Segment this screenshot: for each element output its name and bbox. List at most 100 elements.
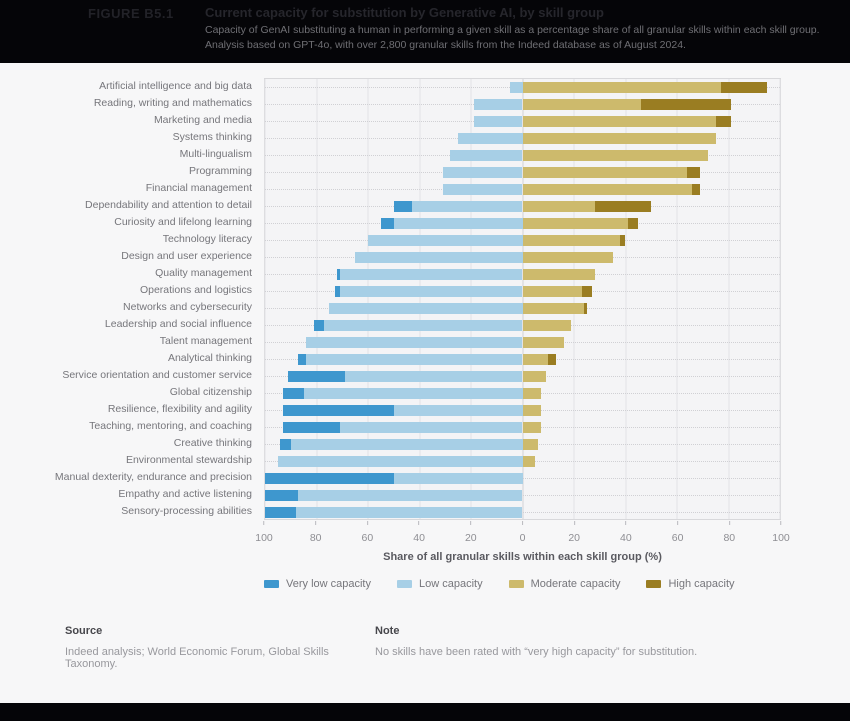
axis-tick: 100 <box>772 521 790 546</box>
category-label: Operations and logistics <box>139 284 252 296</box>
axis-tick-label: 100 <box>772 532 790 544</box>
bar-segment-high-capacity <box>548 354 556 365</box>
gridline <box>728 79 729 519</box>
bar-row <box>265 385 780 402</box>
axis-tick: 0 <box>520 521 525 546</box>
category-label: Financial management <box>145 182 252 194</box>
category-label: Systems thinking <box>172 131 252 143</box>
x-axis-ticks: 100 80 60 40 20 0 20 40 60 80 100 <box>255 521 790 547</box>
category-label: Global citizenship <box>169 386 252 398</box>
chart-legend: Very low capacity Low capacity Moderate ca… <box>264 578 735 590</box>
category-label: Quality management <box>155 267 252 279</box>
category-label: Analytical thinking <box>167 352 252 364</box>
bar-segment-low-capacity <box>306 354 523 365</box>
plot-area <box>264 78 781 520</box>
axis-tick-mark <box>573 521 575 525</box>
bar-row <box>265 283 780 300</box>
bar-segment-moderate-capacity <box>522 456 536 467</box>
bar-segment-low-capacity <box>339 286 523 297</box>
bar-segment-very-low-capacity <box>280 439 291 450</box>
gridline <box>264 79 266 519</box>
bar-row <box>265 351 780 368</box>
bar-row <box>265 487 780 504</box>
bar-segment-moderate-capacity <box>522 320 572 331</box>
legend-label: Very low capacity <box>286 578 371 590</box>
bar-row <box>265 300 780 317</box>
category-label: Technology literacy <box>162 233 252 245</box>
bar-segment-moderate-capacity <box>522 252 613 263</box>
category-label: Marketing and media <box>153 114 252 126</box>
dotted-leader-line <box>265 512 780 513</box>
axis-tick-label: 60 <box>671 532 684 544</box>
bar-segment-low-capacity <box>339 422 523 433</box>
bar-row <box>265 232 780 249</box>
bar-row <box>265 113 780 130</box>
dotted-leader-line <box>265 495 780 496</box>
axis-tick: 60 <box>362 521 373 546</box>
bar-segment-high-capacity <box>584 303 587 314</box>
category-label: Teaching, mentoring, and coaching <box>89 420 252 432</box>
footnotes: Source Indeed analysis; World Economic F… <box>65 625 785 670</box>
axis-tick-mark <box>366 521 368 525</box>
bar-segment-low-capacity <box>473 116 523 127</box>
bar-segment-low-capacity <box>298 490 523 501</box>
legend-swatch <box>646 580 662 588</box>
chart-card: Artificial intelligence and big data Read… <box>0 63 850 703</box>
source-block: Source Indeed analysis; World Economic F… <box>65 625 375 670</box>
note-label: Note <box>375 625 400 637</box>
bar-segment-moderate-capacity <box>522 82 721 93</box>
bar-row <box>265 436 780 453</box>
axis-tick: 20 <box>465 521 477 546</box>
bar-segment-very-low-capacity <box>265 473 394 484</box>
category-label: Multi-lingualism <box>179 148 252 160</box>
category-label: Programming <box>188 165 252 177</box>
bar-segment-low-capacity <box>393 473 523 484</box>
legend-label: High capacity <box>668 578 735 590</box>
axis-tick: 100 <box>255 521 273 546</box>
bar-segment-low-capacity <box>411 201 523 212</box>
axis-tick: 80 <box>310 521 322 546</box>
bar-row <box>265 130 780 147</box>
category-label: Environmental stewardship <box>125 454 252 466</box>
bar-row <box>265 419 780 436</box>
axis-tick-mark <box>315 521 317 525</box>
figure-subtitle-line1: Capacity of GenAI substituting a human i… <box>205 24 820 36</box>
bar-row <box>265 402 780 419</box>
bar-segment-high-capacity <box>640 99 732 110</box>
dotted-leader-line <box>265 478 780 479</box>
bar-segment-very-low-capacity <box>265 507 296 518</box>
bar-segment-moderate-capacity <box>522 184 693 195</box>
bar-segment-low-capacity <box>355 252 523 263</box>
gridline <box>316 79 317 519</box>
bar-segment-moderate-capacity <box>522 371 546 382</box>
bar-row <box>265 79 780 96</box>
x-axis-title: Share of all granular skills within each… <box>383 551 662 563</box>
category-label: Networks and cybersecurity <box>123 301 252 313</box>
bar-segment-high-capacity <box>628 218 639 229</box>
bar-segment-high-capacity <box>581 286 593 297</box>
bar-segment-very-low-capacity <box>313 320 325 331</box>
figure-header: FIGURE B5.1 Current capacity for substit… <box>0 0 850 63</box>
bar-segment-very-low-capacity <box>283 422 340 433</box>
legend-item: Moderate capacity <box>508 578 620 590</box>
bar-row <box>265 147 780 164</box>
bar-segment-very-low-capacity <box>380 218 394 229</box>
bar-row <box>265 453 780 470</box>
axis-tick-mark <box>625 521 627 525</box>
bar-segment-low-capacity <box>450 150 523 161</box>
legend-label: Low capacity <box>418 578 483 590</box>
bar-segment-moderate-capacity <box>522 201 595 212</box>
figure-title: Current capacity for substitution by Gen… <box>205 5 604 20</box>
bar-row <box>265 96 780 113</box>
bar-segment-very-low-capacity <box>283 405 394 416</box>
category-label: Curiosity and lifelong learning <box>114 216 252 228</box>
axis-tick-mark <box>780 521 782 525</box>
bar-segment-low-capacity <box>303 388 523 399</box>
figure-number-label: FIGURE B5.1 <box>88 6 174 21</box>
bar-segment-low-capacity <box>277 456 523 467</box>
bar-segment-moderate-capacity <box>522 405 541 416</box>
bar-segment-high-capacity <box>594 201 652 212</box>
category-label: Creative thinking <box>173 437 252 449</box>
axis-tick: 60 <box>671 521 684 546</box>
bar-segment-very-low-capacity <box>337 269 340 280</box>
